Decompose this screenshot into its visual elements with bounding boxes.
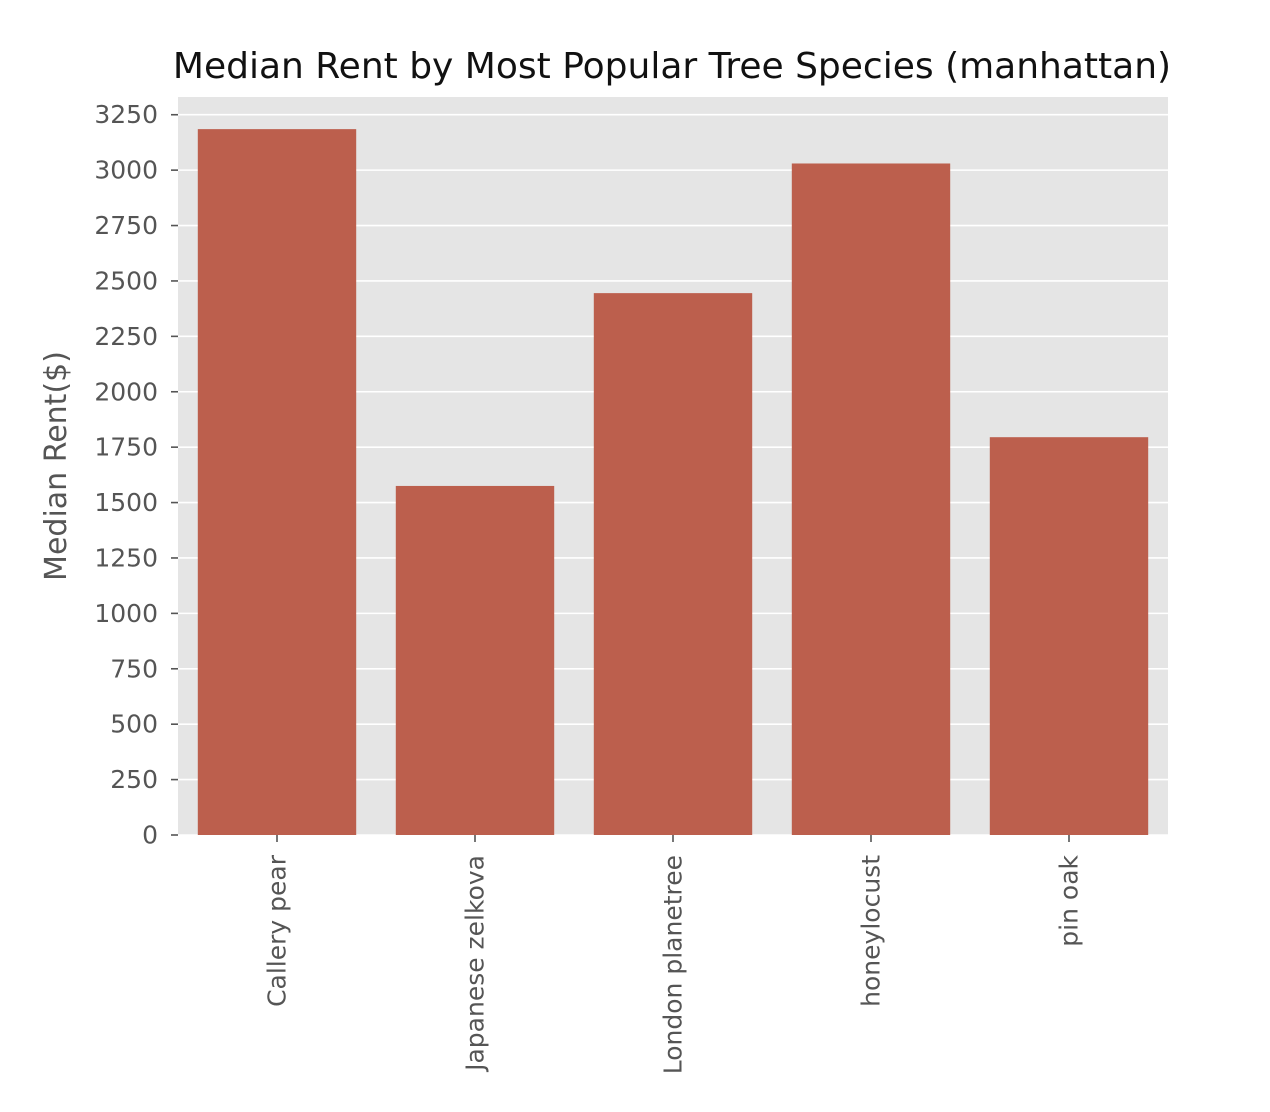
x-tick-label: pin oak [1055,854,1084,946]
x-tick-label: honeylocust [857,855,886,1007]
y-tick-label: 2250 [94,322,158,351]
chart-title: Median Rent by Most Popular Tree Species… [173,46,1171,87]
x-tick-label: Callery pear [263,854,292,1007]
y-axis: 0 250 500 750 1000 1250 1500 1750 2000 2250 2500 27… [94,100,178,850]
bar-1 [395,485,555,835]
y-tick-label: 500 [110,710,158,739]
bars [197,129,1149,836]
bar-0 [197,129,357,835]
y-tick-label: 3250 [94,100,158,129]
bar-3 [791,163,951,836]
y-tick-label: 2750 [94,211,158,240]
x-tick-label: London planetree [659,855,688,1074]
y-tick-label: 250 [110,765,158,794]
y-tick-label: 3000 [94,156,158,185]
y-tick-label: 0 [142,821,158,850]
y-tick-label: 1250 [94,543,158,572]
x-axis: Callery pear Japanese zelkova London plane… [263,835,1084,1074]
y-tick-label: 2000 [94,377,158,406]
y-tick-label: 1000 [94,599,158,628]
bar-4 [989,437,1149,835]
y-axis-label: Median Rent($) [39,351,74,581]
y-tick-label: 1500 [94,488,158,517]
y-tick-label: 1750 [94,433,158,462]
x-tick-label: Japanese zelkova [461,855,490,1073]
y-tick-label: 750 [110,654,158,683]
bar-2 [593,293,753,835]
y-tick-label: 2500 [94,266,158,295]
